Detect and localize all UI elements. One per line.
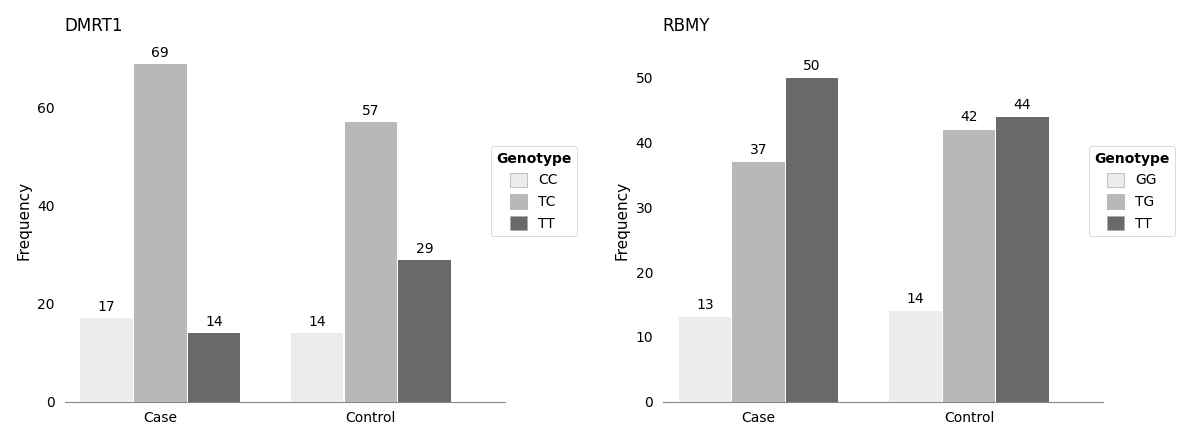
Text: 57: 57 bbox=[362, 104, 379, 118]
Text: 29: 29 bbox=[416, 242, 434, 255]
Text: 37: 37 bbox=[750, 143, 767, 157]
Bar bbox=[889, 311, 942, 402]
Bar bbox=[291, 333, 343, 402]
Bar bbox=[997, 117, 1049, 402]
Y-axis label: Frequency: Frequency bbox=[615, 181, 630, 260]
Text: 69: 69 bbox=[151, 46, 169, 60]
Bar bbox=[345, 122, 397, 402]
Bar bbox=[134, 64, 187, 402]
Y-axis label: Frequency: Frequency bbox=[17, 181, 32, 260]
Bar bbox=[732, 162, 785, 402]
Text: 44: 44 bbox=[1013, 98, 1031, 111]
Legend: GG, TG, TT: GG, TG, TT bbox=[1088, 146, 1175, 236]
Text: 17: 17 bbox=[97, 301, 115, 314]
Text: 13: 13 bbox=[696, 298, 714, 312]
Text: 14: 14 bbox=[309, 315, 326, 329]
Bar bbox=[943, 130, 996, 402]
Text: 14: 14 bbox=[906, 292, 924, 306]
Bar bbox=[398, 259, 450, 402]
Bar bbox=[81, 318, 133, 402]
Bar bbox=[785, 78, 839, 402]
Bar bbox=[678, 317, 731, 402]
Text: 14: 14 bbox=[206, 315, 222, 329]
Text: RBMY: RBMY bbox=[663, 17, 710, 34]
Bar bbox=[188, 333, 240, 402]
Text: 50: 50 bbox=[803, 59, 821, 72]
Text: 42: 42 bbox=[960, 110, 978, 125]
Text: DMRT1: DMRT1 bbox=[64, 17, 124, 34]
Legend: CC, TC, TT: CC, TC, TT bbox=[491, 146, 577, 236]
